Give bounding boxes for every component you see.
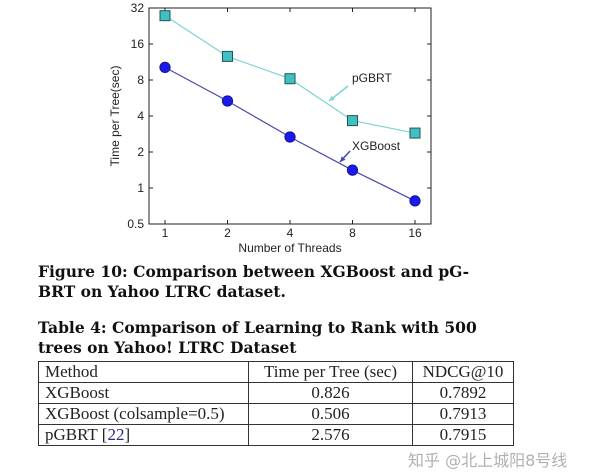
figure-caption-line-2: BRT on Yahoo LTRC dataset. xyxy=(38,282,286,301)
y-tick-label: 1 xyxy=(137,181,144,195)
x-axis-label: Number of Threads xyxy=(238,241,341,255)
y-tick-label: 0.5 xyxy=(127,217,144,231)
cell-method: XGBoost (colsample=0.5) xyxy=(38,403,249,425)
annotation-xgboost: XGBoost xyxy=(352,139,401,153)
figure-caption-line-1: Figure 10: Comparison between XGBoost an… xyxy=(38,262,470,281)
table-header-row: Method Time per Tree (sec) NDCG@10 xyxy=(38,361,514,383)
data-point-pgbrt xyxy=(159,10,171,22)
y-tick-label: 2 xyxy=(137,145,144,159)
citation-link[interactable]: 22 xyxy=(107,425,125,444)
method-text: pGBRT xyxy=(45,425,102,444)
y-tick-label: 4 xyxy=(137,109,144,123)
x-tick-label: 8 xyxy=(349,226,356,240)
cell-time: 2.576 xyxy=(248,424,413,446)
x-tick-label: 2 xyxy=(224,226,231,240)
cell-time: 0.826 xyxy=(248,382,413,404)
data-point-xgboost xyxy=(284,131,296,143)
x-tick-label: 16 xyxy=(408,226,422,240)
y-tick-label: 8 xyxy=(137,73,144,87)
cell-method: pGBRT [22] xyxy=(38,424,249,446)
x-tick-label: 1 xyxy=(162,226,169,240)
header-method: Method xyxy=(38,361,249,383)
header-time: Time per Tree (sec) xyxy=(248,361,413,383)
y-tick-label: 32 xyxy=(131,1,145,15)
cell-time: 0.506 xyxy=(248,403,413,425)
data-point-pgbrt xyxy=(222,50,233,62)
data-point-xgboost xyxy=(346,164,359,176)
header-ndcg: NDCG@10 xyxy=(412,361,514,383)
y-axis-label: Time per Tree(sec) xyxy=(108,66,122,167)
data-point-pgbrt xyxy=(409,127,421,139)
watermark: 知乎 @北上城阳8号线 xyxy=(408,451,568,470)
plot-frame xyxy=(148,7,432,225)
x-tick-label: 4 xyxy=(287,226,294,240)
table-row: XGBoost (colsample=0.5) 0.506 0.7913 xyxy=(38,403,514,425)
data-point-pgbrt xyxy=(284,73,296,85)
results-table: Method Time per Tree (sec) NDCG@10 XGBoo… xyxy=(38,361,514,446)
table-row: XGBoost 0.826 0.7892 xyxy=(38,382,514,404)
cell-method: XGBoost xyxy=(38,382,249,404)
data-point-xgboost xyxy=(409,195,421,207)
data-point-xgboost xyxy=(159,61,171,73)
cell-ndcg: 0.7913 xyxy=(412,403,514,425)
arrowhead-icon xyxy=(340,156,346,162)
data-point-pgbrt xyxy=(347,115,358,127)
cell-ndcg: 0.7892 xyxy=(412,382,514,404)
annotation-pgbrt: pGBRT xyxy=(352,71,392,85)
y-tick-label: 16 xyxy=(131,37,145,51)
data-point-xgboost xyxy=(221,95,234,107)
thread-scaling-chart: 1 2 4 8 16 0.5 1 2 4 8 16 32 Number of Threads Time p… xyxy=(108,1,432,255)
table-row: pGBRT [22] 2.576 0.7915 xyxy=(38,424,514,446)
table-caption-line-2: trees on Yahoo! LTRC Dataset xyxy=(38,338,297,357)
cell-ndcg: 0.7915 xyxy=(412,424,514,446)
arrowhead-icon xyxy=(329,95,335,101)
table-caption-line-1: Table 4: Comparison of Learning to Rank … xyxy=(38,318,477,337)
